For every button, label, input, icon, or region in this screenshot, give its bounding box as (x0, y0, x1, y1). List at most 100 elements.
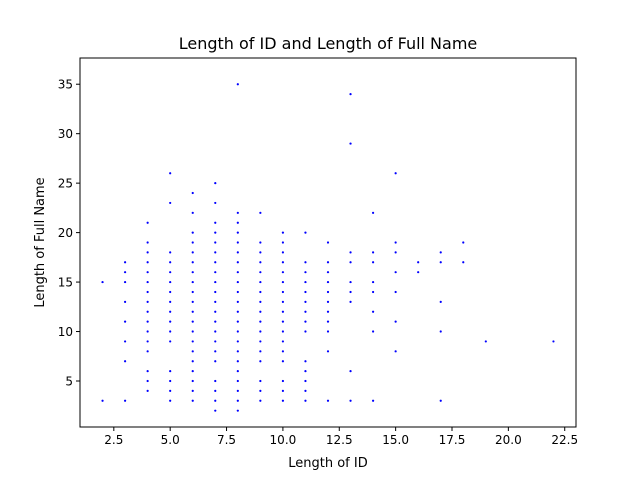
data-point (146, 300, 149, 303)
data-point (169, 399, 172, 402)
data-point (439, 261, 442, 264)
data-point (236, 389, 239, 392)
data-point (259, 251, 262, 254)
data-point (191, 350, 194, 353)
data-point (123, 320, 127, 323)
x-tick-label: 5.0 (161, 433, 180, 447)
data-point (146, 389, 149, 392)
data-point (214, 379, 217, 383)
data-point (236, 340, 239, 343)
data-point (146, 340, 149, 343)
data-point (349, 280, 352, 284)
data-point (281, 261, 285, 264)
data-point (304, 370, 307, 373)
data-point (169, 290, 172, 294)
data-point (281, 320, 285, 323)
data-point (326, 261, 330, 264)
data-point (214, 389, 217, 392)
data-point (304, 320, 307, 323)
data-point (169, 389, 172, 392)
data-point (169, 320, 172, 323)
data-point (146, 379, 149, 383)
x-tick-label: 12.5 (326, 433, 353, 447)
data-point (236, 221, 239, 224)
data-point (214, 231, 217, 234)
data-point (259, 340, 262, 343)
data-point (169, 280, 172, 284)
data-point (236, 261, 239, 264)
data-point (281, 251, 285, 254)
data-point (462, 261, 465, 264)
x-tick-label: 22.5 (551, 433, 578, 447)
data-point (259, 211, 262, 214)
data-point (169, 271, 172, 274)
data-point (371, 399, 375, 402)
y-axis-label: Length of Full Name (33, 177, 48, 307)
data-point (236, 370, 239, 373)
data-point (146, 280, 149, 284)
x-axis-label: Length of ID (288, 456, 367, 471)
data-point (236, 211, 239, 214)
x-tick-label: 10.0 (270, 433, 297, 447)
data-point (281, 271, 285, 274)
y-tick-label: 30 (58, 127, 73, 141)
data-point (304, 231, 307, 234)
data-point (259, 290, 262, 294)
data-point (349, 399, 352, 402)
data-point (304, 379, 307, 383)
data-point (326, 310, 330, 313)
data-point (371, 290, 375, 294)
data-point (394, 320, 397, 323)
data-point (123, 300, 127, 303)
data-point (371, 310, 375, 313)
y-tick-label: 20 (58, 226, 73, 240)
data-point (349, 261, 352, 264)
data-point (214, 280, 217, 284)
data-point (123, 271, 127, 274)
data-point (371, 330, 375, 333)
data-point (123, 340, 127, 343)
data-point (214, 182, 217, 185)
data-point (304, 300, 307, 303)
data-point (214, 271, 217, 274)
data-point (281, 330, 285, 333)
data-point (146, 251, 149, 254)
data-point (169, 201, 172, 205)
data-point (326, 300, 330, 303)
plot-area-frame (79, 57, 577, 428)
data-point (371, 211, 375, 214)
y-axis-ticks: 5 10 15 20 25 30 35 (58, 78, 80, 388)
data-point (236, 83, 239, 86)
data-point (371, 280, 375, 284)
data-point (371, 251, 375, 254)
data-point (169, 379, 172, 383)
data-point (146, 271, 149, 274)
data-point (326, 271, 330, 274)
data-point (146, 241, 149, 244)
data-point (439, 300, 442, 303)
data-point (191, 251, 194, 254)
data-point (439, 251, 442, 254)
data-point (394, 290, 397, 294)
data-point (214, 261, 217, 264)
y-tick-label: 25 (58, 177, 73, 191)
chart-title: Length of ID and Length of Full Name (179, 34, 478, 53)
data-point (394, 172, 397, 175)
data-point (259, 399, 262, 402)
data-point (349, 290, 352, 294)
data-point (191, 379, 194, 383)
x-tick-label: 20.0 (495, 433, 522, 447)
data-point (281, 310, 285, 313)
data-point (394, 251, 397, 254)
data-point (169, 370, 172, 373)
data-point (281, 379, 285, 383)
data-point (214, 330, 217, 333)
data-point (349, 93, 352, 96)
data-point (349, 142, 352, 145)
data-point (417, 261, 420, 264)
data-point (304, 271, 307, 274)
data-point (236, 330, 239, 333)
data-point (304, 280, 307, 284)
scatter-points (101, 83, 555, 412)
x-tick-label: 7.5 (217, 433, 236, 447)
